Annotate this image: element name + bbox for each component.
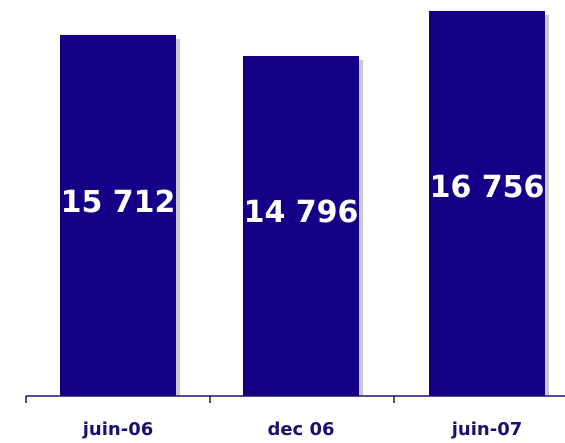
x-tick-label: dec 06: [267, 419, 334, 440]
bar-juin-07: [429, 10, 545, 397]
bar-value-label: 15 712: [61, 185, 176, 220]
x-axis: [25, 395, 565, 403]
bar-value-label: 14 796: [244, 195, 359, 230]
x-tick-label: juin-07: [451, 419, 523, 440]
x-tick-labels: juin-06 dec 06 juin-07: [82, 419, 523, 440]
bar-value-label: 16 756: [430, 170, 545, 205]
bar-juin-06: [60, 34, 176, 397]
value-labels: 15 712 14 796 16 756: [61, 170, 545, 230]
x-tick-label: juin-06: [82, 419, 154, 440]
bar-dec-06: [243, 55, 359, 397]
bars: [60, 10, 545, 397]
